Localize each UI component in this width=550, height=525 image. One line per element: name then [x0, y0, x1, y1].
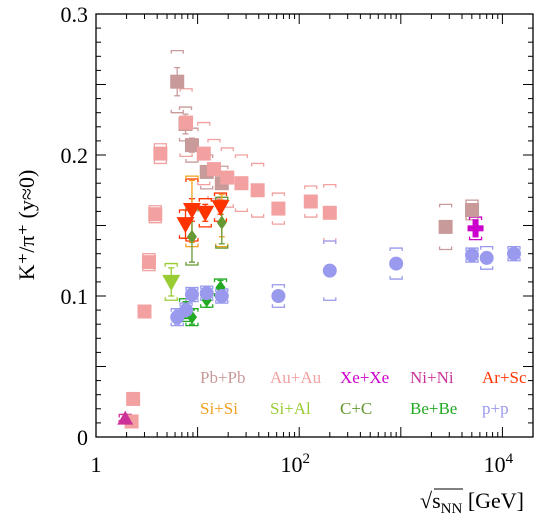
si-al-point: [162, 274, 181, 291]
ar-sc-point: [211, 200, 230, 217]
legend-item-au-au: Au+Au: [270, 368, 322, 387]
legend-item-ni-ni: Ni+Ni: [410, 368, 454, 387]
p-p-point: [214, 289, 229, 303]
au-au-sys-error: [197, 121, 211, 186]
au-au-point: [322, 205, 337, 220]
au-au-sys-error: [179, 88, 193, 158]
p-p-sys-error: [271, 284, 286, 308]
pb-pb-sys-error: [438, 203, 453, 251]
pb-pb-point: [184, 138, 199, 153]
legend-item-si-si: Si+Si: [200, 399, 238, 418]
au-au-point: [137, 304, 152, 319]
au-au-point: [179, 115, 194, 130]
legend: Pb+Pb Au+Au Xe+Xe Ni+Ni Ar+Sc Si+Si Si+Al C+C Be…: [200, 368, 527, 418]
xe-xe-sys-error: [468, 216, 483, 241]
p-p-sys-error: [323, 240, 337, 301]
x-tick-label: 102: [280, 451, 310, 477]
ni-ni-point: [117, 410, 134, 425]
pb-pb-sys-error: [465, 199, 479, 221]
au-au-point: [153, 146, 168, 161]
pb-pb-sys-error: [170, 50, 184, 114]
p-p-sys-error: [480, 246, 494, 270]
p-p-point: [199, 286, 214, 301]
p-p-sys-error: [185, 286, 199, 303]
x-tick-label: 104: [484, 451, 514, 477]
pb-pb-point: [170, 74, 185, 89]
p-p-point: [322, 263, 337, 278]
legend-item-ar-sc: Ar+Sc: [482, 368, 527, 387]
x-tick-label: 1: [91, 452, 102, 477]
au-au-point: [148, 207, 163, 222]
au-au-point: [303, 194, 318, 209]
au-au-point: [220, 170, 235, 185]
au-au-point: [206, 162, 221, 177]
c-c-point: [186, 229, 197, 244]
si-al-sys-error: [164, 262, 178, 301]
p-p-point: [506, 246, 521, 261]
au-au-point: [234, 176, 249, 191]
y-tick-label: 0.1: [61, 284, 89, 309]
au-au-point: [126, 391, 141, 406]
ar-sc-point: [182, 202, 201, 219]
p-p-sys-error: [507, 246, 521, 262]
p-p-point: [465, 248, 480, 263]
ar-sc-point: [196, 205, 215, 222]
p-p-point: [389, 256, 404, 271]
legend-item-xe-xe: Xe+Xe: [340, 368, 389, 387]
pb-pb-point: [438, 219, 453, 234]
p-p-sys-error: [389, 247, 403, 280]
au-au-point: [196, 146, 211, 161]
y-tick-label: 0.2: [61, 143, 89, 168]
legend-item-be-be: Be+Be: [410, 399, 457, 418]
au-au-point: [271, 201, 286, 216]
x-axis-title: √sNN [GeV]: [420, 488, 524, 517]
legend-item-pb-pb: Pb+Pb: [200, 368, 246, 387]
y-axis-title: K⁺/π⁺ (y≈0): [14, 170, 39, 281]
ticks-layer: 1 102 104 0 0.1 0.2 0.3: [61, 2, 534, 477]
p-p-point: [179, 303, 194, 318]
xe-xe-point: [472, 220, 479, 237]
au-au-point: [141, 255, 156, 270]
markers-layer: [117, 74, 521, 429]
y-tick-label: 0.3: [61, 2, 89, 27]
p-p-point: [184, 287, 199, 302]
au-au-sys-error: [251, 162, 265, 218]
au-au-point: [250, 183, 265, 198]
ar-sc-sys-error: [198, 198, 212, 228]
legend-item-c-c: C+C: [340, 399, 372, 418]
au-au-sys-error: [304, 185, 318, 218]
p-p-sys-error: [465, 247, 479, 263]
c-c-point: [216, 215, 227, 230]
au-au-sys-error: [153, 143, 168, 165]
legend-item-p-p: p+p: [482, 399, 509, 418]
ar-sc-point: [176, 217, 195, 234]
au-au-sys-error: [234, 154, 249, 213]
legend-item-si-al: Si+Al: [270, 399, 311, 418]
pb-pb-point: [465, 202, 480, 217]
y-tick-label: 0: [77, 425, 88, 450]
p-p-point: [271, 289, 286, 303]
p-p-point: [479, 250, 494, 265]
au-au-sys-error: [271, 192, 286, 225]
